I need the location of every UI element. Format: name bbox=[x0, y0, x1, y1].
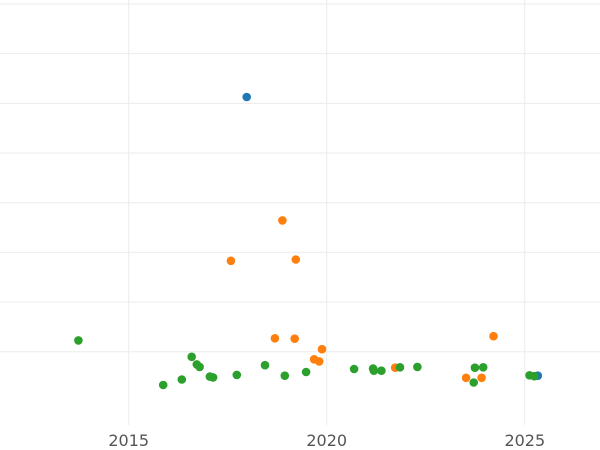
data-point bbox=[208, 373, 218, 382]
data-point bbox=[260, 360, 270, 370]
data-point bbox=[74, 336, 83, 345]
data-point bbox=[478, 363, 488, 372]
series-3 bbox=[74, 336, 539, 390]
data-point bbox=[469, 378, 479, 387]
data-point bbox=[530, 371, 539, 381]
grid-layer bbox=[0, 0, 600, 425]
data-point bbox=[317, 344, 327, 354]
data-point bbox=[301, 367, 311, 377]
data-point bbox=[413, 362, 422, 372]
points-layer bbox=[74, 92, 543, 390]
series-2 bbox=[226, 216, 498, 383]
data-point bbox=[314, 357, 324, 366]
x-tick-labels: 2015 2020 2025 bbox=[108, 431, 545, 450]
data-point bbox=[461, 373, 471, 383]
data-point bbox=[242, 92, 251, 102]
data-point bbox=[470, 363, 480, 373]
x-tick-label: 2015 bbox=[108, 431, 149, 450]
data-point bbox=[177, 375, 187, 384]
data-point bbox=[290, 334, 300, 344]
data-point bbox=[395, 363, 405, 372]
data-point bbox=[489, 331, 498, 341]
data-point bbox=[349, 364, 359, 374]
data-point bbox=[280, 371, 290, 381]
data-point bbox=[226, 256, 236, 266]
data-point bbox=[195, 362, 204, 372]
data-point bbox=[232, 370, 242, 380]
data-point bbox=[369, 366, 379, 376]
data-point bbox=[158, 380, 168, 390]
x-tick-label: 2020 bbox=[306, 431, 347, 450]
data-point bbox=[477, 373, 486, 383]
data-point bbox=[278, 216, 287, 225]
x-tick-label: 2025 bbox=[504, 431, 545, 450]
data-point bbox=[291, 255, 301, 264]
data-point bbox=[187, 352, 196, 362]
data-point bbox=[270, 334, 280, 343]
data-point bbox=[377, 366, 386, 376]
